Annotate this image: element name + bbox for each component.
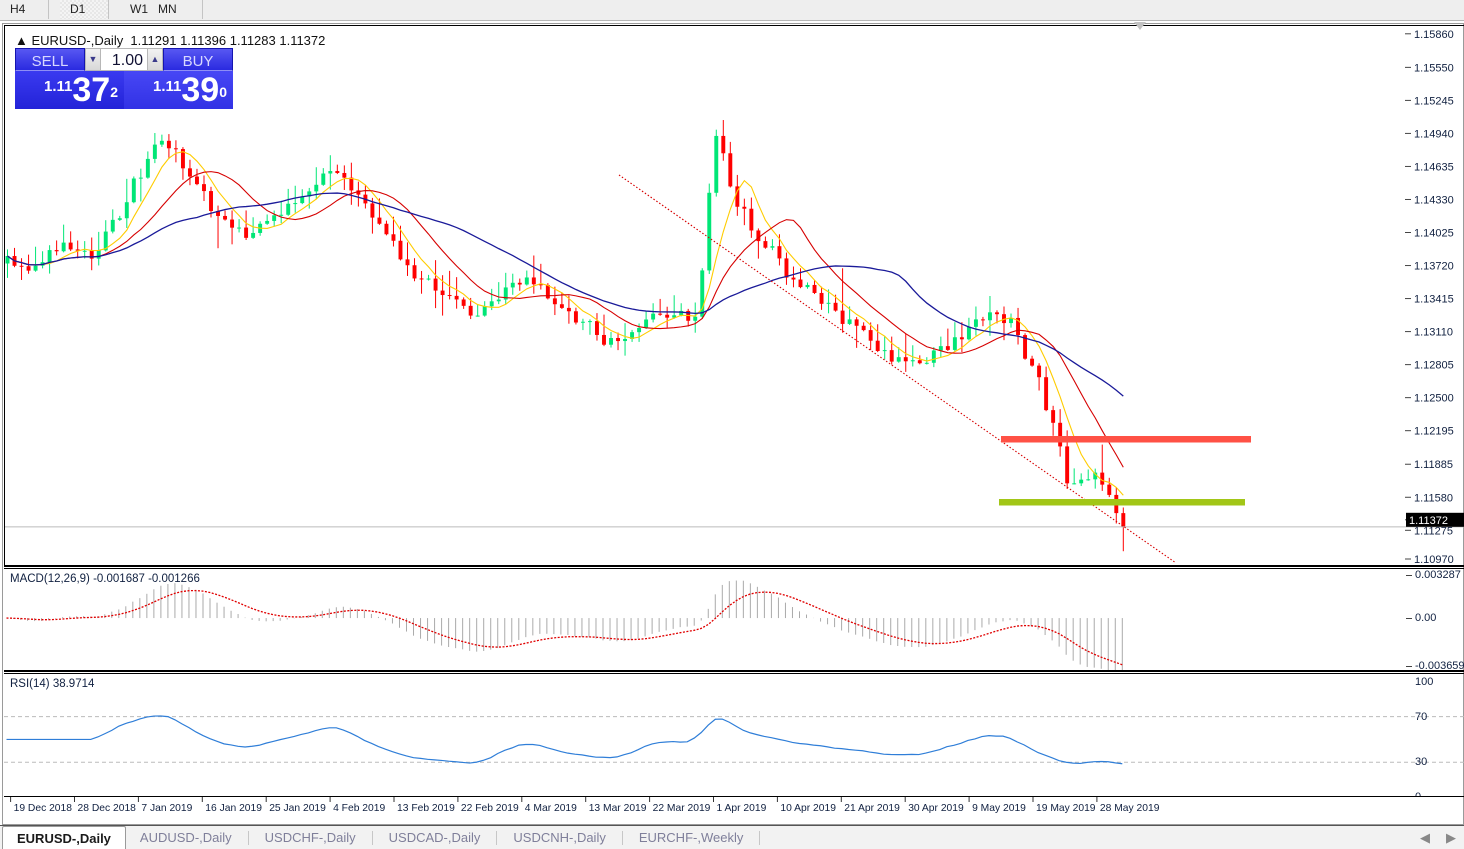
svg-text:RSI(14) 38.9714: RSI(14) 38.9714 xyxy=(10,678,95,690)
svg-text:1.11885: 1.11885 xyxy=(1414,459,1453,471)
svg-text:1.15860: 1.15860 xyxy=(1414,29,1454,41)
svg-text:30 Apr 2019: 30 Apr 2019 xyxy=(908,803,964,814)
svg-text:13 Mar 2019: 13 Mar 2019 xyxy=(589,803,647,814)
svg-text:19 Dec 2018: 19 Dec 2018 xyxy=(14,803,73,814)
svg-text:1.12195: 1.12195 xyxy=(1414,426,1454,438)
svg-text:21 Apr 2019: 21 Apr 2019 xyxy=(844,803,900,814)
svg-text:1 Apr 2019: 1 Apr 2019 xyxy=(717,803,767,814)
svg-text:1.11580: 1.11580 xyxy=(1414,492,1453,504)
svg-text:4 Mar 2019: 4 Mar 2019 xyxy=(525,803,577,814)
svg-text:1.12500: 1.12500 xyxy=(1414,393,1454,405)
svg-text:1.13110: 1.13110 xyxy=(1414,327,1453,339)
svg-text:25 Jan 2019: 25 Jan 2019 xyxy=(269,803,326,814)
svg-text:9 May 2019: 9 May 2019 xyxy=(972,803,1026,814)
svg-text:22 Feb 2019: 22 Feb 2019 xyxy=(461,803,519,814)
svg-text:10 Apr 2019: 10 Apr 2019 xyxy=(780,803,836,814)
svg-text:7 Jan 2019: 7 Jan 2019 xyxy=(141,803,192,814)
svg-text:1.11275: 1.11275 xyxy=(1414,525,1453,537)
svg-text:1.10970: 1.10970 xyxy=(1414,554,1454,566)
svg-text:MACD(12,26,9) -0.001687 -0.001: MACD(12,26,9) -0.001687 -0.001266 xyxy=(10,573,200,585)
svg-text:1.14025: 1.14025 xyxy=(1414,228,1454,240)
svg-text:13 Feb 2019: 13 Feb 2019 xyxy=(397,803,455,814)
svg-text:1.14940: 1.14940 xyxy=(1414,128,1454,140)
svg-text:1.15550: 1.15550 xyxy=(1414,62,1454,74)
svg-text:28 Dec 2018: 28 Dec 2018 xyxy=(78,803,137,814)
svg-text:28 May 2019: 28 May 2019 xyxy=(1100,803,1160,814)
svg-text:1.12805: 1.12805 xyxy=(1414,360,1454,372)
svg-text:1.13415: 1.13415 xyxy=(1414,294,1454,306)
svg-text:4 Feb 2019: 4 Feb 2019 xyxy=(333,803,385,814)
svg-text:1.14635: 1.14635 xyxy=(1414,161,1454,173)
svg-text:22 Mar 2019: 22 Mar 2019 xyxy=(653,803,711,814)
svg-text:1.15245: 1.15245 xyxy=(1414,95,1454,107)
svg-text:19 May 2019: 19 May 2019 xyxy=(1036,803,1096,814)
svg-text:16 Jan 2019: 16 Jan 2019 xyxy=(205,803,262,814)
svg-text:1.13720: 1.13720 xyxy=(1414,261,1454,273)
svg-text:1.14330: 1.14330 xyxy=(1414,194,1454,206)
